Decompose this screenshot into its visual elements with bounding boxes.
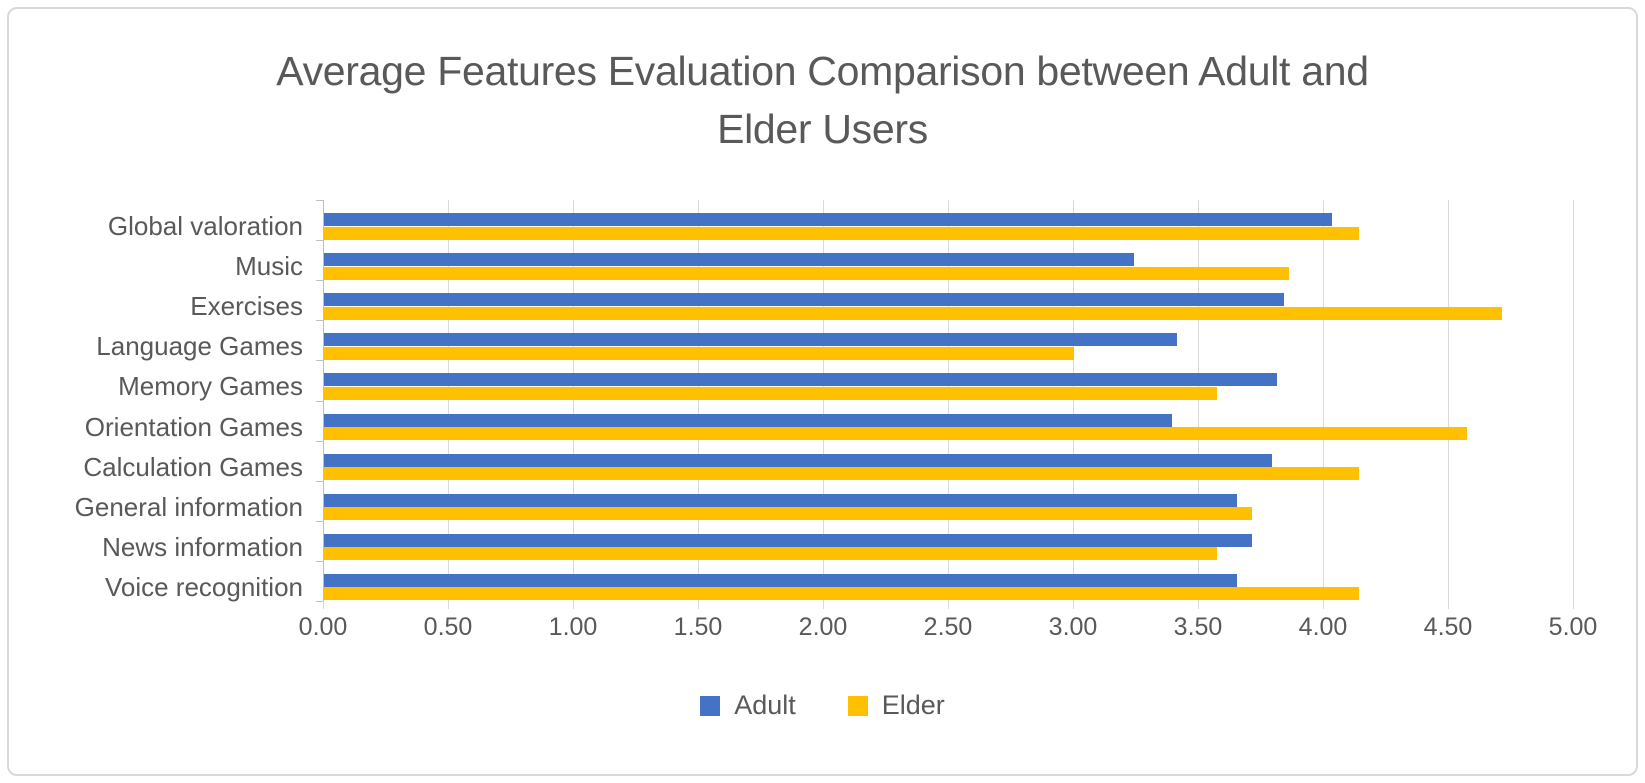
bar-adult-0 xyxy=(324,213,1332,226)
value-axis-tick xyxy=(1073,601,1074,609)
bar-adult-5 xyxy=(324,413,1172,427)
category-axis-tick xyxy=(316,480,323,482)
value-axis-tick xyxy=(573,601,574,609)
bar-adult-1 xyxy=(324,253,1134,267)
bar-adult-4 xyxy=(324,373,1277,387)
category-axis-line xyxy=(323,200,324,601)
bar-elder-3 xyxy=(324,346,1074,360)
value-axis-tick xyxy=(823,601,824,609)
bar-elder-6 xyxy=(324,467,1359,481)
value-axis-tick xyxy=(948,601,949,609)
value-gridline xyxy=(1448,200,1449,601)
category-label: Voice recognition xyxy=(104,571,303,602)
value-axis-tick xyxy=(1323,601,1324,609)
value-axis-tick xyxy=(1198,601,1199,609)
value-gridline xyxy=(948,200,949,601)
value-tick-label: 0.50 xyxy=(423,613,473,641)
legend-label-elder: Elder xyxy=(881,690,945,720)
bar-elder-2 xyxy=(324,306,1502,320)
bar-elder-0 xyxy=(324,226,1359,240)
category-axis-tick xyxy=(316,280,323,282)
plot-area xyxy=(316,200,1574,609)
bar-elder-7 xyxy=(324,507,1252,521)
category-axis-tick xyxy=(316,560,323,562)
value-axis-labels: 0.00 0.50 1.00 1.50 2.00 2.50 3.00 3.50 4.00 4.50… xyxy=(0,613,1645,647)
value-tick-label: 4.00 xyxy=(1298,613,1348,641)
bar-elder-8 xyxy=(324,547,1217,561)
category-label: Memory Games xyxy=(118,371,303,402)
value-tick-label: 3.00 xyxy=(1048,613,1098,641)
category-label: Calculation Games xyxy=(83,451,303,482)
category-label: News information xyxy=(102,531,303,562)
value-axis-tick xyxy=(1573,601,1574,609)
value-gridline xyxy=(1073,200,1074,601)
category-label: General information xyxy=(74,491,303,522)
bar-elder-4 xyxy=(324,386,1217,400)
category-axis-tick xyxy=(316,601,323,602)
value-gridline xyxy=(448,200,449,601)
category-label: Exercises xyxy=(190,291,303,322)
value-gridline xyxy=(573,200,574,601)
bar-adult-9 xyxy=(324,573,1237,587)
category-label: Orientation Games xyxy=(84,411,303,442)
legend: Adult Elder xyxy=(0,690,1645,721)
bar-adult-2 xyxy=(324,293,1284,307)
value-tick-label: 1.50 xyxy=(673,613,723,641)
bar-elder-1 xyxy=(324,266,1289,280)
legend-label-adult: Adult xyxy=(734,690,796,720)
bar-elder-5 xyxy=(324,427,1467,440)
value-tick-label: 2.50 xyxy=(923,613,973,641)
category-label: Global valoration xyxy=(107,211,303,241)
value-gridline xyxy=(698,200,699,601)
value-axis-tick xyxy=(448,601,449,609)
value-tick-label: 4.50 xyxy=(1423,613,1473,641)
category-axis-tick xyxy=(316,200,323,201)
category-axis-tick xyxy=(316,360,323,362)
value-tick-label: 3.50 xyxy=(1173,613,1223,641)
value-axis-tick xyxy=(323,601,324,609)
value-tick-label: 1.00 xyxy=(548,613,598,641)
bar-adult-3 xyxy=(324,333,1177,347)
category-axis-tick xyxy=(316,440,323,442)
category-axis-labels: Global valoration Music Exercises Language … xyxy=(0,200,303,602)
value-gridline xyxy=(1573,200,1574,601)
chart-title: Average Features Evaluation Comparison b… xyxy=(0,42,1645,158)
adult-series-swatch-icon xyxy=(700,695,721,716)
value-tick-label: 2.00 xyxy=(798,613,848,641)
legend-item-adult: Adult xyxy=(700,690,796,721)
value-axis-tick xyxy=(698,601,699,609)
chart-title-line-1: Average Features Evaluation Comparison b… xyxy=(276,48,1369,94)
value-axis-tick xyxy=(1448,601,1449,609)
category-label: Language Games xyxy=(96,331,303,362)
bar-adult-8 xyxy=(324,533,1252,547)
category-axis-tick xyxy=(316,320,323,322)
bar-adult-7 xyxy=(324,493,1237,507)
category-axis-tick xyxy=(316,520,323,522)
category-axis-tick xyxy=(316,240,323,242)
value-gridline xyxy=(823,200,824,601)
legend-item-elder: Elder xyxy=(847,690,945,721)
value-gridline xyxy=(1198,200,1199,601)
category-label: Music xyxy=(235,251,303,282)
chart-title-line-2: Elder Users xyxy=(717,106,928,153)
elder-series-swatch-icon xyxy=(847,695,868,716)
value-tick-label: 0.00 xyxy=(298,613,348,641)
bar-adult-6 xyxy=(324,453,1272,467)
value-tick-label: 5.00 xyxy=(1548,613,1598,641)
category-axis-tick xyxy=(316,400,323,402)
bar-elder-9 xyxy=(324,587,1359,601)
value-gridline xyxy=(1323,200,1324,601)
